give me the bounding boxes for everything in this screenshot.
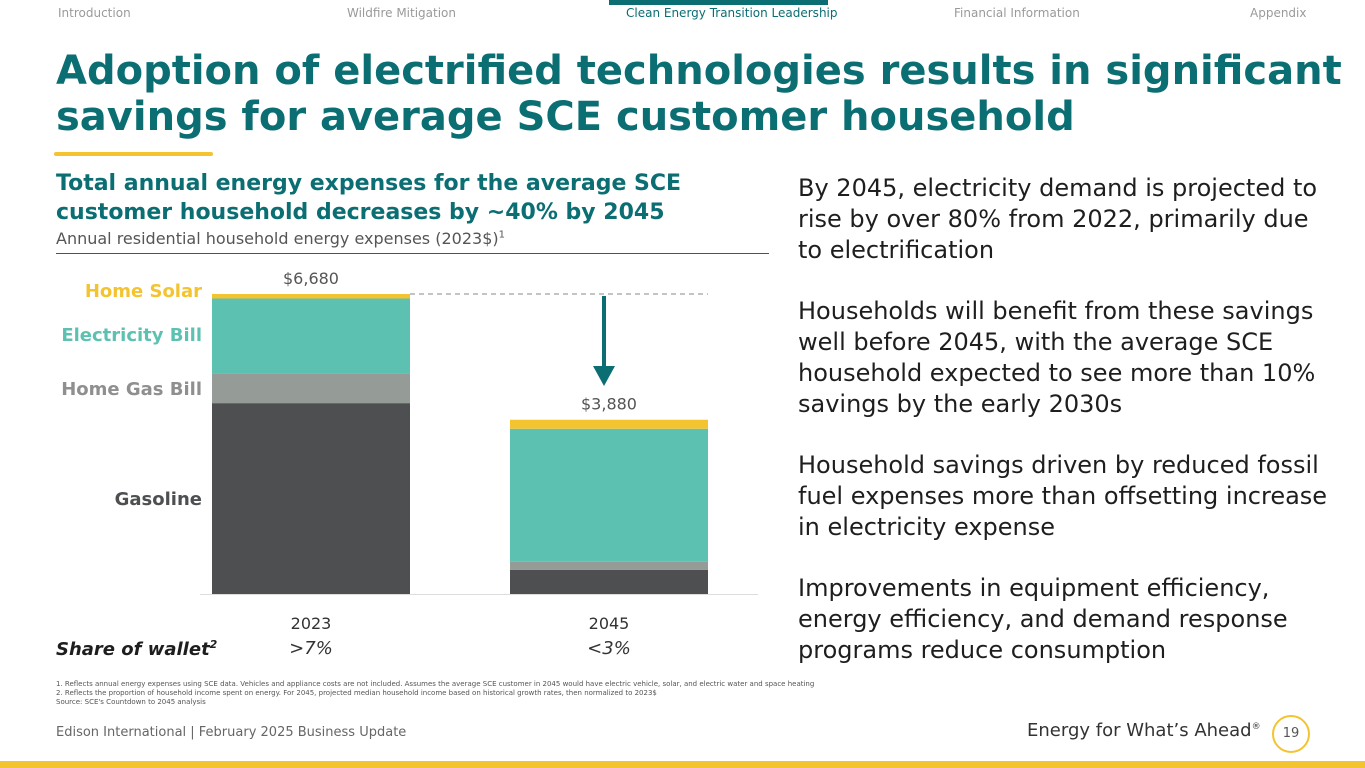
total-label-2045: $3,880 (581, 395, 637, 414)
page-title: Adoption of electrified technologies res… (56, 48, 1342, 140)
footnote: 1. Reflects annual energy expenses using… (56, 680, 815, 688)
bar-home-solar-2045 (510, 419, 708, 429)
bar-electricity-bill-2045 (510, 428, 708, 562)
nav-financial-information[interactable]: Financial Information (954, 6, 1080, 20)
key-point: Household savings driven by reduced foss… (798, 451, 1328, 541)
page-number: 19 (1272, 715, 1310, 753)
legend-gasoline: Gasoline (114, 489, 202, 510)
x-tick-2045: 2045 (588, 614, 630, 633)
share-of-wallet-2045: <3% (587, 638, 631, 659)
chart-title-rule (56, 253, 769, 254)
nav-clean-energy[interactable]: Clean Energy Transition Leadership (626, 6, 838, 20)
title-accent-bar (54, 152, 213, 156)
key-point: Improvements in equipment efficiency, en… (798, 574, 1288, 664)
bar-gasoline-2023 (212, 403, 410, 594)
nav-wildfire-mitigation[interactable]: Wildfire Mitigation (347, 6, 456, 20)
key-point: By 2045, electricity demand is projected… (798, 174, 1318, 264)
share-of-wallet-label: Share of wallet2 (56, 638, 218, 660)
footer-tagline: Energy for What’s Ahead® (1027, 720, 1261, 741)
nav-introduction[interactable]: Introduction (58, 6, 131, 20)
total-label-2023: $6,680 (283, 269, 339, 288)
legend-home-solar: Home Solar (84, 281, 202, 302)
footnotes: 1. Reflects annual energy expenses using… (56, 680, 876, 707)
chart-title: Total annual energy expenses for the ave… (56, 171, 682, 225)
key-point: Households will benefit from these savin… (798, 297, 1316, 418)
nav-appendix[interactable]: Appendix (1250, 6, 1307, 20)
legend-electricity-bill: Electricity Bill (61, 325, 202, 346)
active-tab-indicator (609, 0, 828, 5)
bar-electricity-bill-2023 (212, 298, 410, 374)
x-tick-2023: 2023 (290, 614, 332, 633)
top-nav: Introduction Wildfire Mitigation Clean E… (0, 0, 1365, 28)
legend-home-gas-bill: Home Gas Bill (61, 379, 202, 400)
bar-home-solar-2023 (212, 294, 410, 299)
chart-subtitle: Annual residential household energy expe… (56, 229, 505, 248)
footer-company-date: Edison International | February 2025 Bus… (56, 725, 407, 740)
bar-home-gas-bill-2023 (212, 373, 410, 404)
footnote: 2. Reflects the proportion of household … (56, 689, 657, 697)
share-of-wallet-2023: >7% (289, 638, 333, 659)
decrease-arrow-head (593, 366, 615, 386)
bottom-accent-bar (0, 761, 1365, 768)
bar-home-gas-bill-2045 (510, 561, 708, 570)
footnote-source: Source: SCE's Countdown to 2045 analysis (56, 698, 206, 706)
bar-gasoline-2045 (510, 569, 708, 594)
key-points: By 2045, electricity demand is projected… (798, 173, 1338, 696)
